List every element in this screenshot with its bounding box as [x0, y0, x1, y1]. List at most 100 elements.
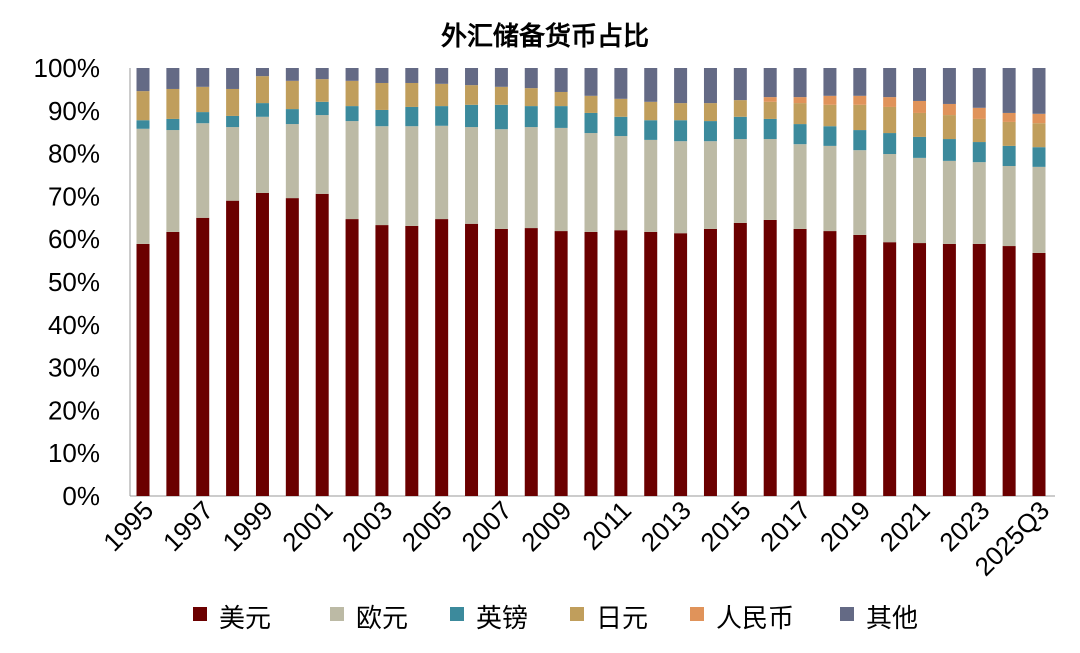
- bar-segment-1995-2: [136, 120, 150, 129]
- x-tick-label: 2009: [515, 495, 577, 557]
- bar-segment-2008-0: [524, 228, 538, 496]
- bar-segment-2020-5: [883, 68, 897, 98]
- bar-segment-2018-1: [823, 145, 837, 232]
- bar-segment-2015-2: [733, 116, 747, 140]
- bar-segment-2022-5: [942, 68, 956, 104]
- bar-segment-2020-4: [883, 97, 897, 107]
- bar-segment-2009-0: [554, 231, 568, 496]
- bar-segment-1999-0: [255, 192, 269, 496]
- bar-segment-2014-3: [703, 103, 717, 122]
- bar-segment-2013-3: [674, 103, 688, 121]
- bar-segment-2012-2: [644, 120, 658, 140]
- bar-segment-2012-3: [644, 101, 658, 121]
- x-tick-label: 2015: [694, 495, 756, 557]
- bar-segment-2000-5: [285, 68, 299, 81]
- bar-segment-1999-1: [255, 116, 269, 193]
- bar-segment-2011-2: [614, 116, 628, 137]
- bar-segment-2019-4: [853, 95, 867, 105]
- y-tick-label: 50%: [48, 267, 100, 297]
- bar-segment-2004-1: [405, 126, 419, 226]
- bar-segment-2005-3: [435, 83, 449, 107]
- bar-segment-2019-1: [853, 150, 867, 235]
- bar-segment-2008-5: [524, 68, 538, 89]
- bar-segment-2025Q3-5: [1032, 68, 1046, 114]
- bar-segment-2023-5: [972, 68, 986, 108]
- bar-segment-2021-1: [913, 157, 927, 244]
- legend-label: 其他: [866, 604, 918, 634]
- bar-segment-2000-3: [285, 80, 299, 110]
- bar-segment-2023-4: [972, 107, 986, 119]
- bar-segment-2007-5: [494, 68, 508, 87]
- bar-segment-1998-1: [226, 127, 240, 201]
- bar-segment-2003-2: [375, 109, 389, 127]
- x-tick-label: 2011: [576, 495, 637, 556]
- bar-segment-2003-1: [375, 126, 389, 226]
- bar-segment-2008-1: [524, 127, 538, 229]
- bar-segment-2011-1: [614, 136, 628, 231]
- bar-segment-2001-0: [315, 193, 329, 496]
- legend-label: 人民币: [716, 604, 794, 634]
- bar-segment-2020-0: [883, 242, 897, 496]
- bar-segment-2020-3: [883, 106, 897, 134]
- bar-segment-2021-0: [913, 243, 927, 496]
- bar-segment-2010-1: [584, 133, 598, 232]
- bar-segment-2005-0: [435, 219, 449, 497]
- bar-segment-2002-2: [345, 106, 359, 122]
- bar-segment-2006-3: [465, 85, 479, 105]
- y-tick-label: 0%: [62, 481, 100, 511]
- legend-swatch: [570, 607, 584, 621]
- bar-segment-2020-2: [883, 133, 897, 155]
- bar-segment-1998-3: [226, 88, 240, 116]
- bar-segment-2025Q3-3: [1032, 123, 1046, 148]
- bar-segment-2024-5: [1002, 68, 1016, 113]
- bar-segment-2024-2: [1002, 145, 1016, 167]
- legend-label: 英镑: [476, 604, 528, 634]
- bar-segment-1999-5: [255, 68, 269, 77]
- bar-segment-1998-0: [226, 200, 240, 496]
- bar-segment-1995-3: [136, 91, 150, 121]
- bar-segment-2014-2: [703, 121, 717, 142]
- bar-segment-2000-2: [285, 109, 299, 125]
- bar-segment-2023-2: [972, 142, 986, 163]
- bar-segment-2005-5: [435, 68, 449, 84]
- bar-segment-2017-1: [793, 144, 807, 229]
- bar-segment-1995-0: [136, 243, 150, 496]
- bar-segment-2022-1: [942, 160, 956, 244]
- bar-segment-2021-5: [913, 68, 927, 101]
- bar-segment-1997-2: [196, 112, 210, 124]
- bar-segment-2024-3: [1002, 121, 1016, 146]
- bar-segment-2013-5: [674, 68, 688, 104]
- bar-segment-2009-2: [554, 106, 568, 128]
- bar-segment-2023-0: [972, 243, 986, 496]
- bar-segment-2002-0: [345, 219, 359, 497]
- bar-segment-2010-3: [584, 95, 598, 113]
- bar-segment-2013-1: [674, 141, 688, 234]
- bar-segment-2009-3: [554, 91, 568, 107]
- bar-segment-2016-4: [763, 97, 777, 102]
- bar-segment-2015-3: [733, 100, 747, 117]
- bar-segment-2018-0: [823, 231, 837, 496]
- bar-segment-2023-1: [972, 162, 986, 244]
- bar-segment-2017-2: [793, 124, 807, 145]
- bar-segment-2011-3: [614, 98, 628, 117]
- bar-segment-1995-1: [136, 128, 150, 244]
- bar-segment-2006-0: [465, 223, 479, 497]
- bar-segment-2017-3: [793, 103, 807, 125]
- bar-segment-2003-0: [375, 225, 389, 497]
- bar-segment-1999-3: [255, 76, 269, 104]
- bar-segment-2019-2: [853, 130, 867, 151]
- bar-segment-2015-1: [733, 139, 747, 223]
- bar-segment-1999-2: [255, 103, 269, 117]
- legend-swatch: [690, 607, 704, 621]
- x-tick-label: 2017: [754, 495, 816, 557]
- bar-segment-2023-3: [972, 118, 986, 143]
- bar-segment-2018-4: [823, 95, 837, 105]
- bar-segment-2008-3: [524, 88, 538, 107]
- bar-segment-2002-5: [345, 68, 359, 81]
- bar-segment-2006-2: [465, 104, 479, 128]
- bar-segment-2024-0: [1002, 246, 1016, 496]
- legend-label: 美元: [219, 604, 271, 634]
- bar-segment-1996-0: [166, 231, 180, 496]
- x-tick-label: 2019: [814, 495, 876, 557]
